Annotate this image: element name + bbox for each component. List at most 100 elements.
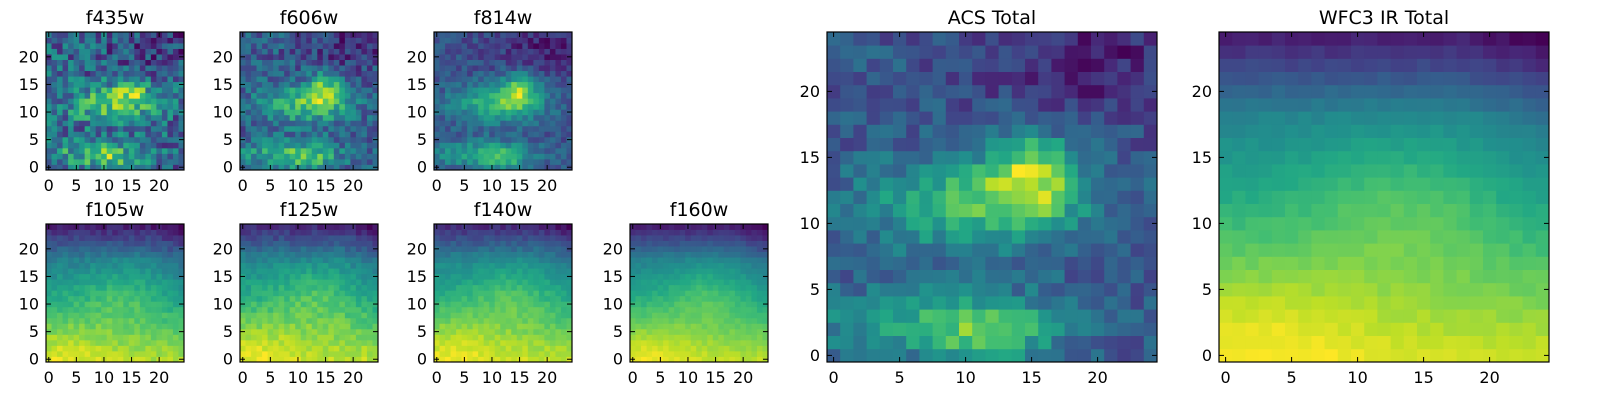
heatmap-cell — [549, 54, 556, 60]
heatmap-cell — [245, 37, 252, 44]
heatmap-cell — [84, 262, 91, 269]
heatmap-cell — [117, 103, 124, 110]
heatmap-cell — [827, 150, 841, 165]
heatmap-cell — [712, 350, 719, 357]
heatmap-cell — [339, 279, 346, 286]
heatmap-cell — [456, 240, 462, 247]
heatmap-cell — [333, 235, 340, 241]
heatmap-cell — [450, 224, 457, 230]
heatmap-cell — [450, 158, 457, 165]
heatmap-cell — [522, 323, 529, 330]
heatmap-cell — [240, 240, 246, 247]
heatmap-cell — [317, 142, 324, 149]
heatmap-cell — [139, 37, 146, 44]
heatmap-cell — [893, 203, 907, 218]
heatmap-cell — [62, 114, 69, 121]
heatmap-cell — [245, 306, 252, 313]
heatmap-cell — [372, 59, 379, 66]
heatmap-cell — [289, 323, 296, 330]
heatmap-cell — [317, 131, 324, 138]
heatmap-cell — [300, 279, 307, 286]
heatmap-cell — [273, 76, 280, 83]
heatmap-cell — [439, 131, 446, 138]
heatmap-cell — [51, 120, 58, 127]
heatmap-cell — [657, 279, 664, 286]
heatmap-cell — [145, 142, 152, 149]
heatmap-cell — [361, 142, 368, 149]
heatmap-cell — [117, 48, 124, 55]
heatmap-cell — [879, 335, 894, 350]
heatmap-cell — [139, 339, 146, 346]
heatmap-cell — [1051, 203, 1065, 218]
heatmap-cell — [701, 257, 708, 264]
heatmap-cell — [467, 290, 474, 297]
heatmap-cell — [311, 301, 318, 308]
heatmap-cell — [306, 125, 313, 132]
heatmap-cell — [328, 268, 335, 275]
heatmap-cell — [328, 76, 335, 83]
heatmap-cell — [652, 317, 658, 324]
heatmap-cell — [123, 59, 130, 66]
heatmap-cell — [372, 229, 379, 236]
heatmap-cell — [106, 251, 113, 258]
heatmap-cell — [527, 224, 534, 230]
heatmap-cell — [161, 48, 168, 55]
heatmap-cell — [461, 87, 468, 94]
heatmap-cell — [712, 262, 719, 269]
heatmap-cell — [278, 109, 285, 116]
heatmap-cell — [478, 48, 485, 55]
heatmap-cell — [306, 43, 313, 49]
heatmap-cell — [311, 131, 318, 138]
heatmap-cell — [95, 59, 102, 66]
heatmap-cell — [690, 328, 697, 335]
heatmap-cell — [555, 87, 562, 94]
heatmap-cell — [267, 334, 274, 341]
heatmap-cell — [139, 246, 146, 252]
heatmap-cell — [46, 92, 52, 99]
heatmap-cell — [467, 323, 474, 330]
heatmap-cell — [456, 114, 462, 121]
heatmap-cell — [295, 109, 302, 116]
heatmap-cell — [278, 76, 285, 83]
heatmap-cell — [139, 312, 146, 319]
heatmap-cell — [256, 32, 263, 38]
heatmap-cell — [723, 262, 730, 269]
heatmap-cell — [355, 262, 362, 269]
heatmap-cell — [311, 70, 318, 77]
heatmap-cell — [355, 323, 362, 330]
heatmap-cell — [467, 158, 474, 165]
heatmap-cell — [445, 103, 451, 110]
heatmap-cell — [657, 235, 664, 241]
heatmap-cell — [500, 246, 507, 252]
heatmap-cell — [73, 306, 80, 313]
heatmap-cell — [57, 273, 63, 280]
heatmap-cell — [57, 153, 63, 160]
heatmap-cell — [511, 81, 518, 88]
heatmap-cell — [511, 295, 518, 302]
heatmap-cell — [945, 203, 960, 218]
heatmap-cell — [690, 262, 697, 269]
heatmap-cell — [756, 279, 763, 286]
heatmap-cell — [549, 290, 556, 297]
heatmap-cell — [172, 153, 179, 160]
heatmap-cell — [106, 345, 113, 352]
heatmap-cell — [998, 203, 1013, 218]
heatmap-cell — [284, 279, 291, 286]
heatmap-cell — [95, 235, 102, 241]
heatmap-cell — [344, 317, 351, 324]
heatmap-cell — [372, 43, 379, 49]
heatmap-cell — [494, 142, 501, 149]
heatmap-cell — [500, 142, 507, 149]
heatmap-cell — [522, 295, 529, 302]
heatmap-cell — [145, 81, 152, 88]
heatmap-cell — [333, 65, 340, 72]
heatmap-cell — [516, 103, 523, 110]
heatmap-cell — [646, 339, 653, 346]
heatmap-cell — [729, 306, 736, 313]
heatmap-cell — [112, 235, 119, 241]
x-tick-label: 10 — [288, 368, 308, 387]
heatmap-cell — [489, 98, 496, 105]
heatmap-cell — [101, 257, 108, 264]
heatmap-cell — [652, 246, 658, 252]
heatmap-cell — [112, 279, 119, 286]
